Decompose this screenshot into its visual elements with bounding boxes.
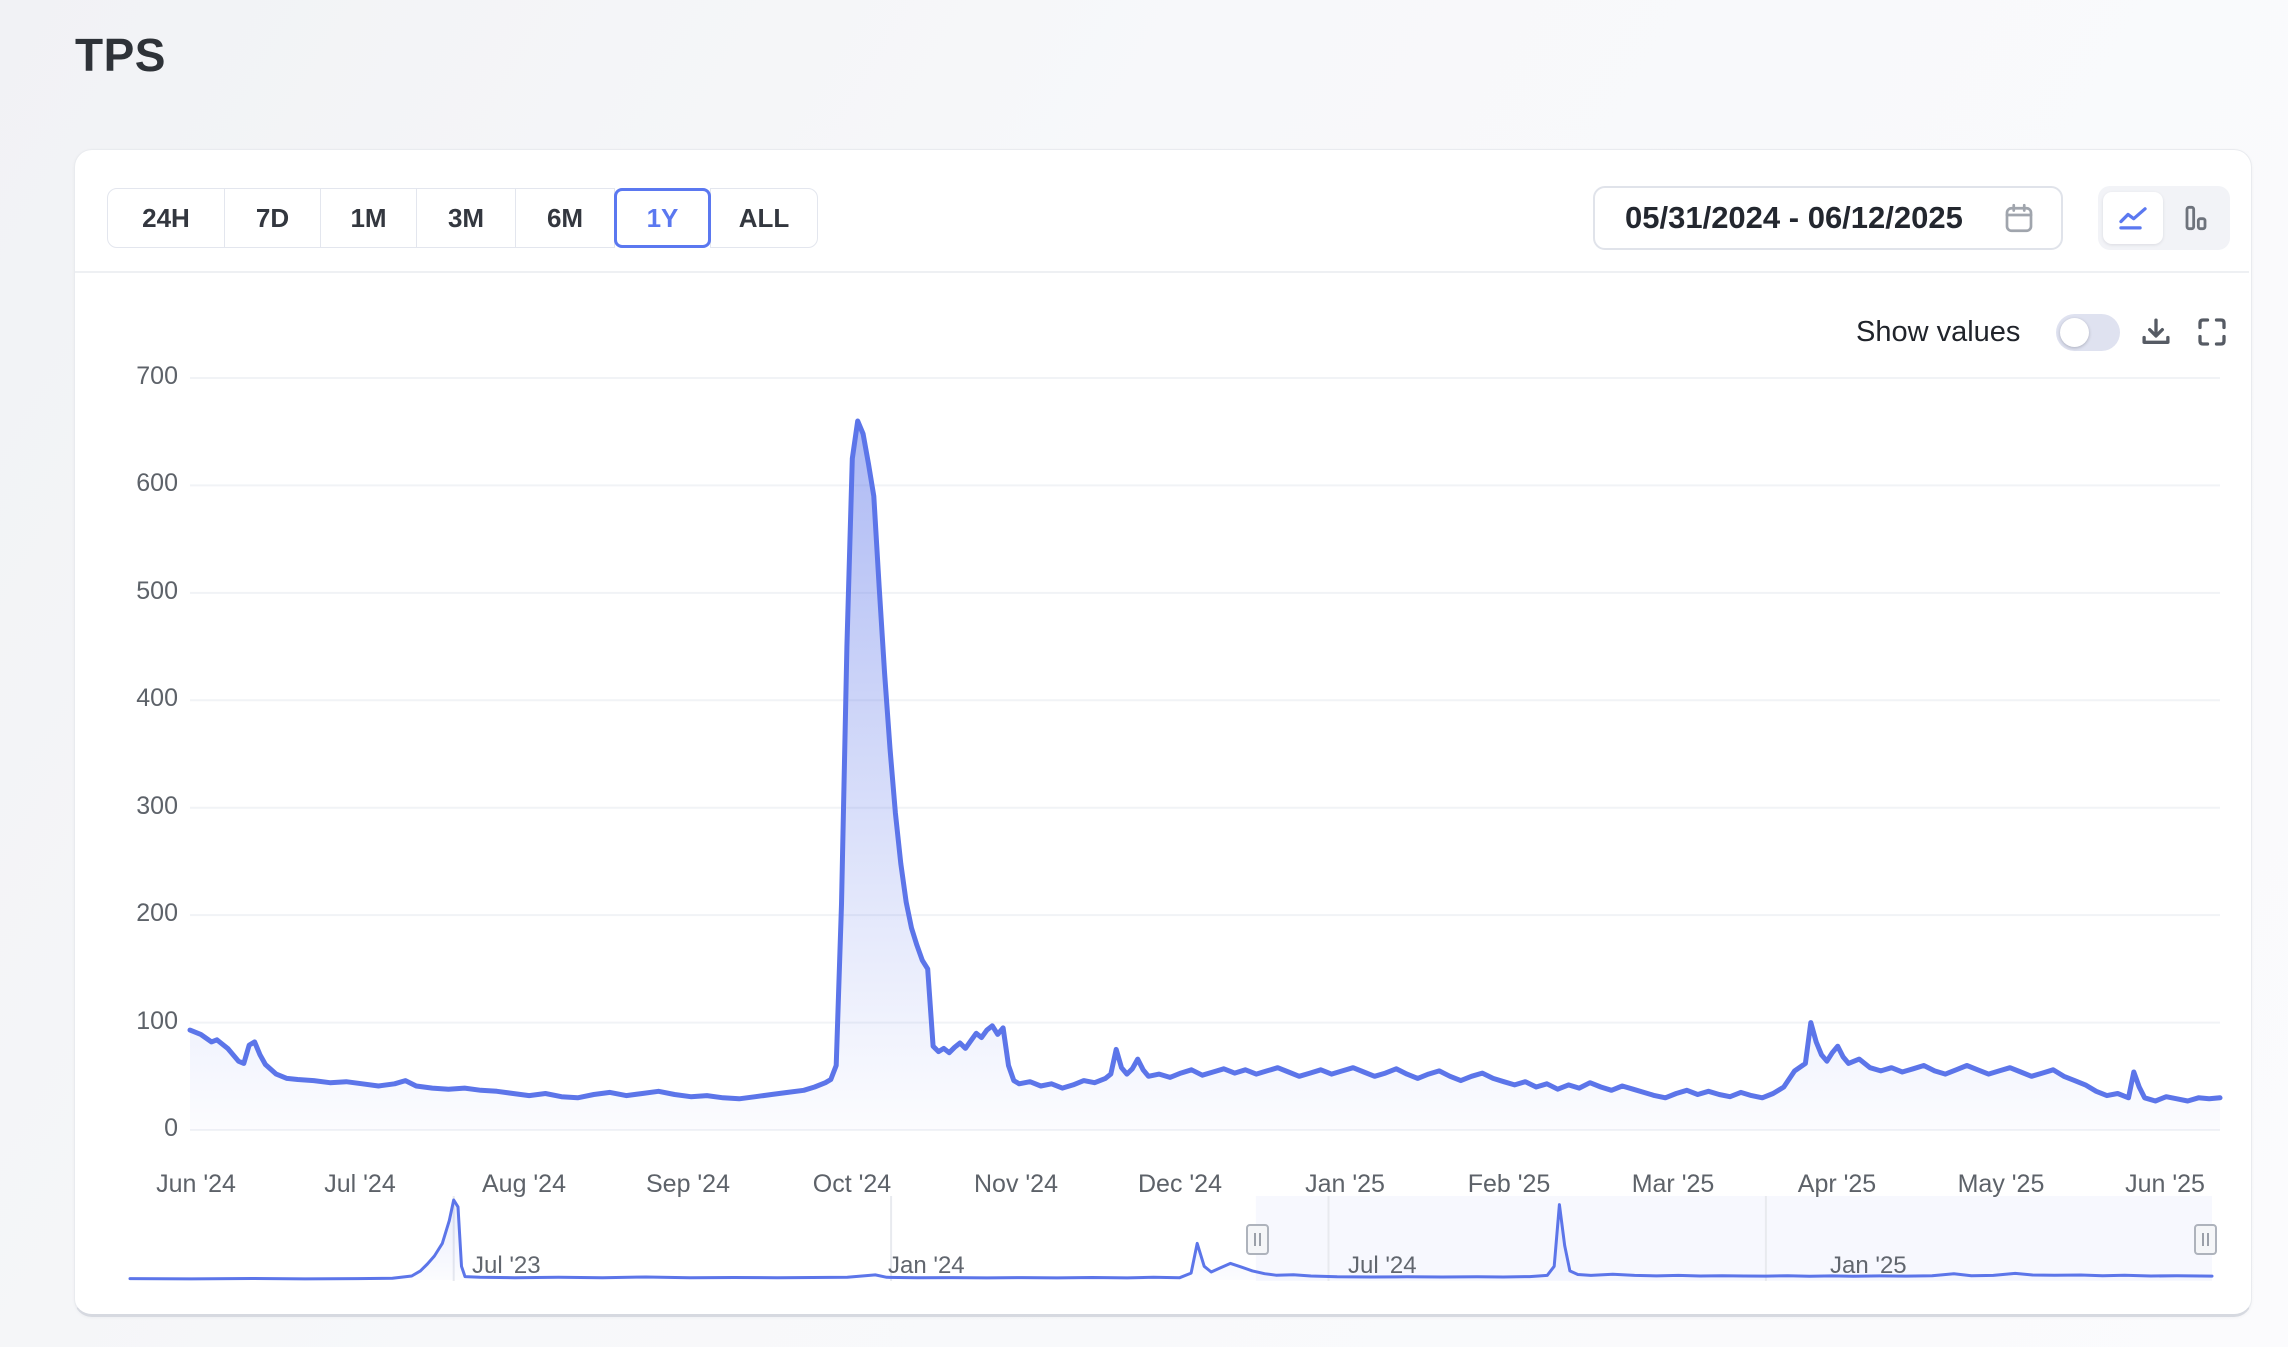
grip-line-icon — [2207, 1233, 2209, 1246]
x-tick-jul24: Jul '24 — [324, 1170, 396, 1198]
y-tick-400: 400 — [136, 684, 178, 712]
show-values-toggle[interactable] — [2056, 314, 2120, 351]
line-chart-toggle-button[interactable] — [2103, 192, 2163, 244]
x-tick-nov24: Nov '24 — [974, 1170, 1058, 1198]
grip-line-icon — [1259, 1233, 1261, 1246]
x-tick-dec24: Dec '24 — [1138, 1170, 1222, 1198]
x-tick-feb25: Feb '25 — [1467, 1170, 1551, 1198]
bar-chart-toggle-button[interactable] — [2165, 192, 2225, 244]
toggle-knob — [2060, 318, 2089, 347]
download-icon — [2137, 313, 2175, 351]
range-button-24h[interactable]: 24H — [107, 188, 225, 248]
date-range-picker[interactable]: 05/31/2024 - 06/12/2025 — [1593, 186, 2063, 250]
show-values-label: Show values — [1856, 316, 2021, 348]
toolbar-divider — [75, 271, 2249, 273]
y-tick-200: 200 — [136, 899, 178, 927]
x-tick-aug24: Aug '24 — [481, 1170, 566, 1198]
fullscreen-icon — [2194, 314, 2230, 350]
chart-type-toggle — [2098, 186, 2230, 250]
brush-tick-jan24: Jan '24 — [888, 1252, 965, 1279]
y-tick-600: 600 — [136, 469, 178, 497]
bar-chart-icon — [2179, 202, 2211, 234]
grip-line-icon — [2202, 1233, 2204, 1246]
range-button-6m[interactable]: 6M — [515, 188, 615, 248]
x-tick-jun25: Jun '25 — [2125, 1170, 2205, 1198]
range-button-1m[interactable]: 1M — [320, 188, 417, 248]
line-chart-icon — [2116, 201, 2150, 235]
range-button-3m[interactable]: 3M — [416, 188, 516, 248]
brush-tick-jul24: Jul '24 — [1348, 1252, 1417, 1279]
range-button-all[interactable]: ALL — [710, 188, 818, 248]
x-tick-jan25: Jan '25 — [1305, 1170, 1385, 1198]
range-button-1y[interactable]: 1Y — [614, 188, 711, 248]
date-range-value: 05/31/2024 - 06/12/2025 — [1625, 200, 1963, 235]
y-tick-0: 0 — [164, 1114, 178, 1142]
x-tick-mar25: Mar '25 — [1631, 1170, 1715, 1198]
brush-tick-jan25: Jan '25 — [1830, 1252, 1907, 1279]
x-tick-apr25: Apr '25 — [1797, 1170, 1877, 1198]
download-button[interactable] — [2134, 310, 2178, 354]
range-button-7d[interactable]: 7D — [224, 188, 321, 248]
fullscreen-button[interactable] — [2190, 310, 2234, 354]
grip-line-icon — [1254, 1233, 1256, 1246]
calendar-icon — [2001, 200, 2037, 236]
brush-tick-jul23: Jul '23 — [472, 1252, 541, 1279]
y-tick-100: 100 — [136, 1007, 178, 1035]
y-tick-300: 300 — [136, 792, 178, 820]
time-range-group: 24H 7D 1M 3M 6M 1Y ALL — [107, 188, 818, 248]
x-tick-jun24: Jun '24 — [156, 1170, 236, 1198]
brush-handle-right[interactable] — [2194, 1224, 2217, 1255]
x-tick-oct24: Oct '24 — [812, 1170, 892, 1198]
y-tick-700: 700 — [136, 362, 178, 390]
y-tick-500: 500 — [136, 577, 178, 605]
x-tick-sep24: Sep '24 — [645, 1170, 730, 1198]
page-title: TPS — [75, 29, 166, 81]
brush-handle-left[interactable] — [1246, 1224, 1269, 1255]
x-tick-may25: May '25 — [1957, 1170, 2045, 1198]
